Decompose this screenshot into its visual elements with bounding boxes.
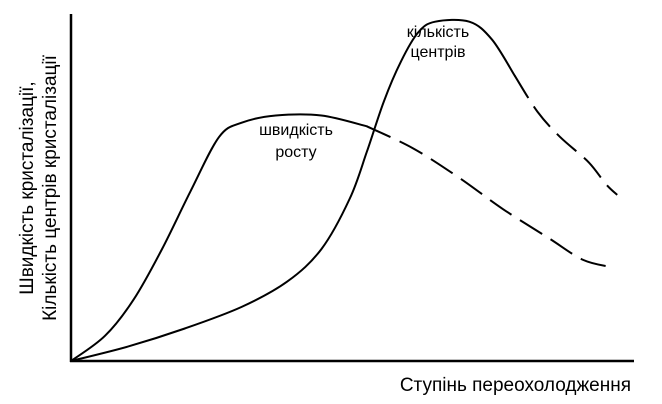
y-axis-title-line-2: Кількість центрів кристалізації	[40, 54, 61, 321]
growth-rate-curve-dashed	[366, 125, 612, 269]
curves-layer	[70, 18, 618, 362]
nuclei-count-curve-solid	[70, 18, 516, 362]
growth-rate-annotation-line-1: швидкість	[259, 122, 333, 139]
nuclei-count-annotation-line-1: кількість	[407, 24, 469, 41]
nuclei-count-annotation-line-2: центрів	[411, 44, 466, 61]
nuclei-count-curve-dashed	[513, 75, 618, 196]
growth-rate-curve-solid	[70, 113, 368, 362]
x-axis-title: Ступінь переохолодження	[400, 375, 631, 396]
growth-rate-annotation-line-2: росту	[275, 144, 316, 161]
y-axis-title-line-1: Швидкість кристалізації,	[17, 81, 38, 294]
